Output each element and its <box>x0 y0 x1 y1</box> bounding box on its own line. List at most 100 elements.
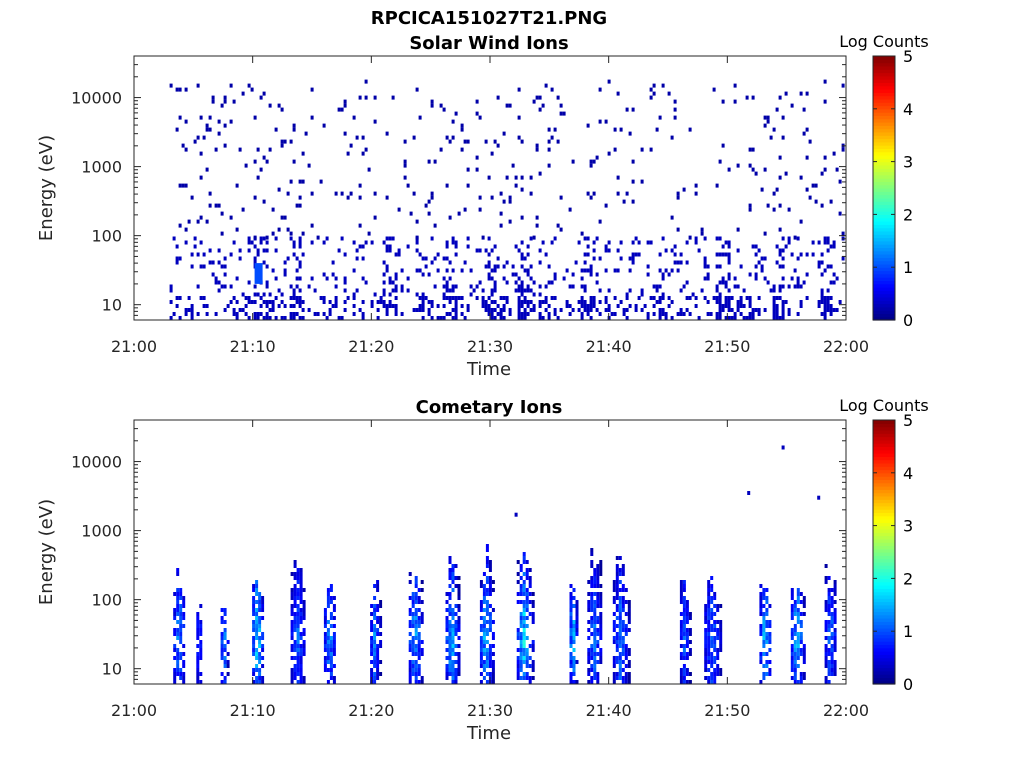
heatmap-cell <box>223 123 227 128</box>
heatmap-cell <box>571 272 575 277</box>
heatmap-cell <box>707 680 711 684</box>
heatmap-cell <box>259 296 263 300</box>
heatmap-cell <box>612 584 616 588</box>
heatmap-cell <box>565 304 569 308</box>
heatmap-cell <box>517 300 521 304</box>
heatmap-cell <box>593 624 597 628</box>
heatmap-cell <box>593 568 597 572</box>
heatmap-cell <box>179 592 183 596</box>
heatmap-cell <box>184 240 188 245</box>
heatmap-cell <box>615 588 619 592</box>
heatmap-cell <box>451 308 455 312</box>
heatmap-cell <box>529 308 533 312</box>
heatmap-cell <box>454 308 458 312</box>
heatmap-cell <box>488 612 492 616</box>
heatmap-cell <box>408 660 412 664</box>
heatmap-cell <box>599 592 603 596</box>
heatmap-cell <box>296 628 300 632</box>
heatmap-cell <box>417 620 421 624</box>
heatmap-cell <box>640 179 644 184</box>
colorbar-segment <box>873 128 895 133</box>
heatmap-cell <box>814 199 818 204</box>
heatmap-cell <box>485 628 489 632</box>
heatmap-cell <box>679 644 683 648</box>
heatmap-cell <box>762 632 766 636</box>
heatmap-cell <box>621 620 625 624</box>
heatmap-cell <box>622 312 626 316</box>
heatmap-cell <box>430 191 434 196</box>
heatmap-cell <box>768 672 772 676</box>
heatmap-cell <box>445 640 449 644</box>
heatmap-cell <box>302 648 306 652</box>
heatmap-cell <box>454 644 458 648</box>
heatmap-cell <box>704 604 708 608</box>
heatmap-cell <box>517 288 521 293</box>
heatmap-cell <box>559 227 563 232</box>
heatmap-cell <box>592 296 596 300</box>
heatmap-cell <box>258 680 262 684</box>
heatmap-cell <box>547 127 551 132</box>
heatmap-cell <box>332 680 336 684</box>
heatmap-cell <box>457 596 461 600</box>
heatmap-cell <box>718 308 722 312</box>
heatmap-cell <box>529 191 533 196</box>
heatmap-cell <box>255 588 259 592</box>
heatmap-cell <box>727 240 731 245</box>
heatmap-cell <box>765 596 769 600</box>
heatmap-cell <box>420 600 424 604</box>
heatmap-cell <box>176 604 180 608</box>
colorbar-segment <box>873 439 895 444</box>
heatmap-cell <box>820 300 824 304</box>
heatmap-cell <box>290 572 294 576</box>
heatmap-cell <box>736 284 740 289</box>
heatmap-cell <box>716 656 720 660</box>
heatmap-cell <box>176 660 180 664</box>
heatmap-cell <box>262 199 266 204</box>
heatmap-cell <box>649 296 653 300</box>
heatmap-cell <box>491 672 495 676</box>
heatmap-cell <box>612 612 616 616</box>
heatmap-cell <box>355 256 359 261</box>
heatmap-cell <box>763 276 767 281</box>
heatmap-cell <box>487 296 491 300</box>
heatmap-cell <box>679 596 683 600</box>
heatmap-cell <box>590 620 594 624</box>
heatmap-cell <box>593 572 597 576</box>
heatmap-cell <box>516 572 520 576</box>
heatmap-cell <box>451 296 455 300</box>
heatmap-cell <box>528 612 532 616</box>
heatmap-cell <box>796 588 800 592</box>
heatmap-cell <box>488 624 492 628</box>
heatmap-cell <box>703 296 707 300</box>
heatmap-cell <box>787 312 791 316</box>
heatmap-cell <box>575 604 579 608</box>
heatmap-cell <box>682 584 686 588</box>
heatmap-cell <box>346 151 350 156</box>
heatmap-cell <box>299 612 303 616</box>
heatmap-cell <box>382 280 386 285</box>
heatmap-cell <box>394 312 398 316</box>
heatmap-cell <box>179 628 183 632</box>
heatmap-cell <box>550 296 554 300</box>
heatmap-cell <box>274 248 278 253</box>
heatmap-cell <box>417 672 421 676</box>
heatmap-cell <box>707 580 711 584</box>
heatmap-cell <box>615 636 619 640</box>
heatmap-cell <box>265 304 269 308</box>
heatmap-cell <box>332 608 336 612</box>
heatmap-cell <box>528 656 532 660</box>
heatmap-cell <box>593 644 597 648</box>
heatmap-cell <box>290 648 294 652</box>
colorbar-segment <box>873 621 895 626</box>
heatmap-cell <box>442 292 446 297</box>
heatmap-cell <box>706 300 710 304</box>
colorbar-segment <box>873 611 895 616</box>
heatmap-cell <box>293 672 297 676</box>
heatmap-cell <box>727 256 731 261</box>
heatmap-cell <box>612 624 616 628</box>
heatmap-cell <box>765 608 769 612</box>
heatmap-cell <box>484 300 488 304</box>
heatmap-cell <box>593 652 597 656</box>
heatmap-cell <box>516 592 520 596</box>
heatmap-cell <box>824 636 828 640</box>
